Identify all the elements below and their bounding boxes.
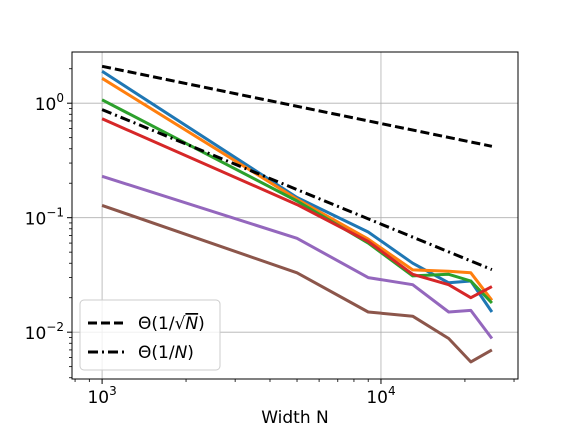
plot-frame xyxy=(71,51,519,380)
linear-variable: N xyxy=(175,343,188,363)
series-group xyxy=(101,64,494,364)
y-tick-label: 100 xyxy=(35,91,64,115)
series-line-6 xyxy=(101,64,493,148)
series-line-3 xyxy=(101,117,493,300)
x-axis-label: Width N xyxy=(261,408,329,428)
sqrt-radicand: N xyxy=(185,314,198,334)
legend: Θ(1/√N) Θ(1/N) xyxy=(79,299,221,371)
ticks: 103 104 100 10−1 10−2 xyxy=(25,68,515,408)
x-tick-label: 104 xyxy=(366,384,395,408)
series-line-4 xyxy=(101,174,494,340)
series-line-2 xyxy=(101,98,493,305)
y-tick-label: 10−2 xyxy=(25,320,64,344)
x-tick-label: 103 xyxy=(87,384,116,408)
sqrt-symbol: √ xyxy=(175,314,186,334)
y-tick-label: 10−1 xyxy=(25,206,64,230)
series-line-1 xyxy=(101,77,494,302)
legend-label-sqrt: Θ(1/√N) xyxy=(138,314,205,334)
series-line-5 xyxy=(101,203,493,364)
grid xyxy=(72,52,518,379)
legend-label-linear: Θ(1/N) xyxy=(138,343,194,363)
